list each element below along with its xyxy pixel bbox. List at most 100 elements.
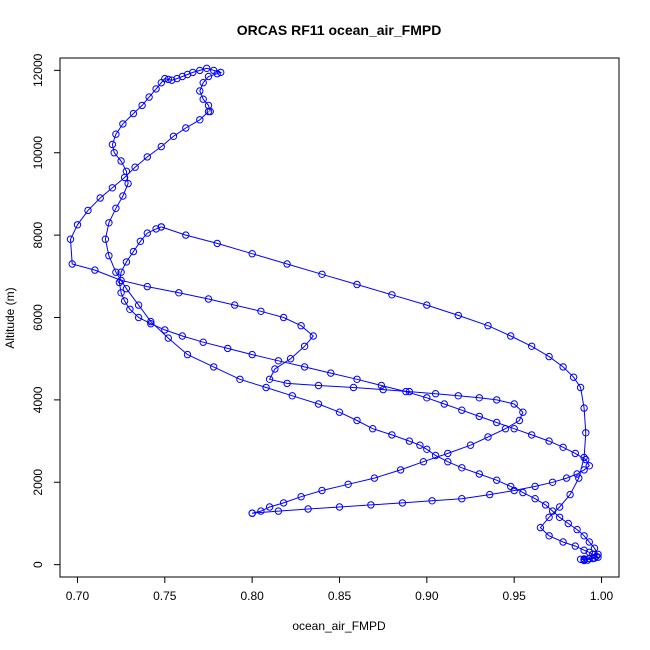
data-point xyxy=(335,503,344,511)
data-point xyxy=(510,486,518,495)
data-point xyxy=(147,320,155,328)
data-point xyxy=(279,313,288,322)
x-tick-label: 0.95 xyxy=(503,589,527,603)
data-point xyxy=(105,219,113,227)
data-point xyxy=(444,449,452,458)
x-tick-label: 0.75 xyxy=(153,589,177,603)
y-tick-label: 6000 xyxy=(31,304,45,331)
data-point xyxy=(569,373,578,381)
data-point xyxy=(583,556,592,564)
data-point xyxy=(349,383,358,392)
data-point xyxy=(585,538,593,546)
data-point xyxy=(286,355,295,363)
data-point xyxy=(576,383,585,392)
data-point xyxy=(419,458,428,466)
data-point xyxy=(571,449,579,458)
data-point xyxy=(428,497,436,505)
data-point xyxy=(541,501,550,509)
data-point xyxy=(458,495,466,503)
data-point xyxy=(175,289,183,297)
data-point xyxy=(555,513,564,521)
data-point xyxy=(370,474,379,482)
data-point xyxy=(145,93,153,101)
data-point xyxy=(318,270,326,278)
data-point xyxy=(545,532,553,540)
data-point xyxy=(297,493,305,501)
data-point xyxy=(204,295,213,303)
data-point xyxy=(73,221,82,229)
data-point xyxy=(309,332,317,340)
data-point xyxy=(431,390,440,398)
data-point xyxy=(152,85,160,93)
data-point xyxy=(119,120,127,128)
data-point xyxy=(475,470,483,478)
data-point xyxy=(108,184,117,192)
data-point xyxy=(126,305,134,313)
x-tick-label: 1.00 xyxy=(590,589,614,603)
data-point xyxy=(210,363,218,371)
data-point xyxy=(119,192,127,200)
data-point xyxy=(91,266,99,274)
data-point xyxy=(131,163,139,171)
data-point xyxy=(486,490,494,499)
data-point xyxy=(454,311,462,320)
data-point xyxy=(585,462,593,470)
series-line xyxy=(69,111,524,514)
data-point xyxy=(169,132,178,141)
data-point xyxy=(388,431,396,439)
data-point xyxy=(203,64,211,73)
data-point xyxy=(257,507,265,515)
data-point xyxy=(344,480,352,488)
data-point xyxy=(213,239,221,248)
data-point xyxy=(231,301,239,309)
data-point xyxy=(168,76,176,84)
data-point xyxy=(105,252,113,260)
data-point xyxy=(377,381,386,390)
data-point xyxy=(196,66,204,75)
data-point xyxy=(122,258,131,266)
data-point xyxy=(199,95,207,103)
chart-title: ORCAS RF11 ocean_air_FMPD xyxy=(237,22,442,38)
data-point xyxy=(559,363,567,371)
data-point xyxy=(196,116,204,124)
data-point xyxy=(183,350,192,359)
data-point xyxy=(594,553,602,561)
data-point xyxy=(510,400,518,408)
data-point xyxy=(576,555,585,563)
data-point xyxy=(122,285,131,293)
y-axis: 0 2000 4000 6000 8000 10000 12000 xyxy=(31,53,60,568)
data-point xyxy=(353,375,361,383)
data-point xyxy=(143,153,152,161)
y-tick-label: 2000 xyxy=(31,469,45,496)
data-point xyxy=(484,433,492,441)
data-point xyxy=(265,375,274,383)
data-point xyxy=(143,282,152,291)
data-point xyxy=(110,149,118,157)
data-point xyxy=(271,365,279,373)
series-layer xyxy=(66,64,602,565)
data-point xyxy=(440,400,448,408)
y-tick-label: 8000 xyxy=(31,221,45,248)
data-point xyxy=(288,392,296,400)
data-point xyxy=(559,538,567,546)
data-point xyxy=(369,425,377,433)
data-point xyxy=(398,499,407,507)
data-point xyxy=(585,554,593,563)
data-point xyxy=(274,507,283,515)
data-point xyxy=(283,260,291,268)
data-point xyxy=(257,307,265,315)
data-point xyxy=(164,334,173,342)
data-point xyxy=(564,519,572,528)
data-point xyxy=(274,357,283,365)
data-point xyxy=(68,260,76,268)
data-point xyxy=(136,237,145,246)
data-point xyxy=(396,466,405,474)
data-point xyxy=(590,554,599,562)
data-point xyxy=(112,204,120,213)
data-point xyxy=(248,250,256,258)
data-point xyxy=(199,338,207,346)
data-point xyxy=(112,130,120,138)
x-tick-label: 0.70 xyxy=(66,589,90,603)
